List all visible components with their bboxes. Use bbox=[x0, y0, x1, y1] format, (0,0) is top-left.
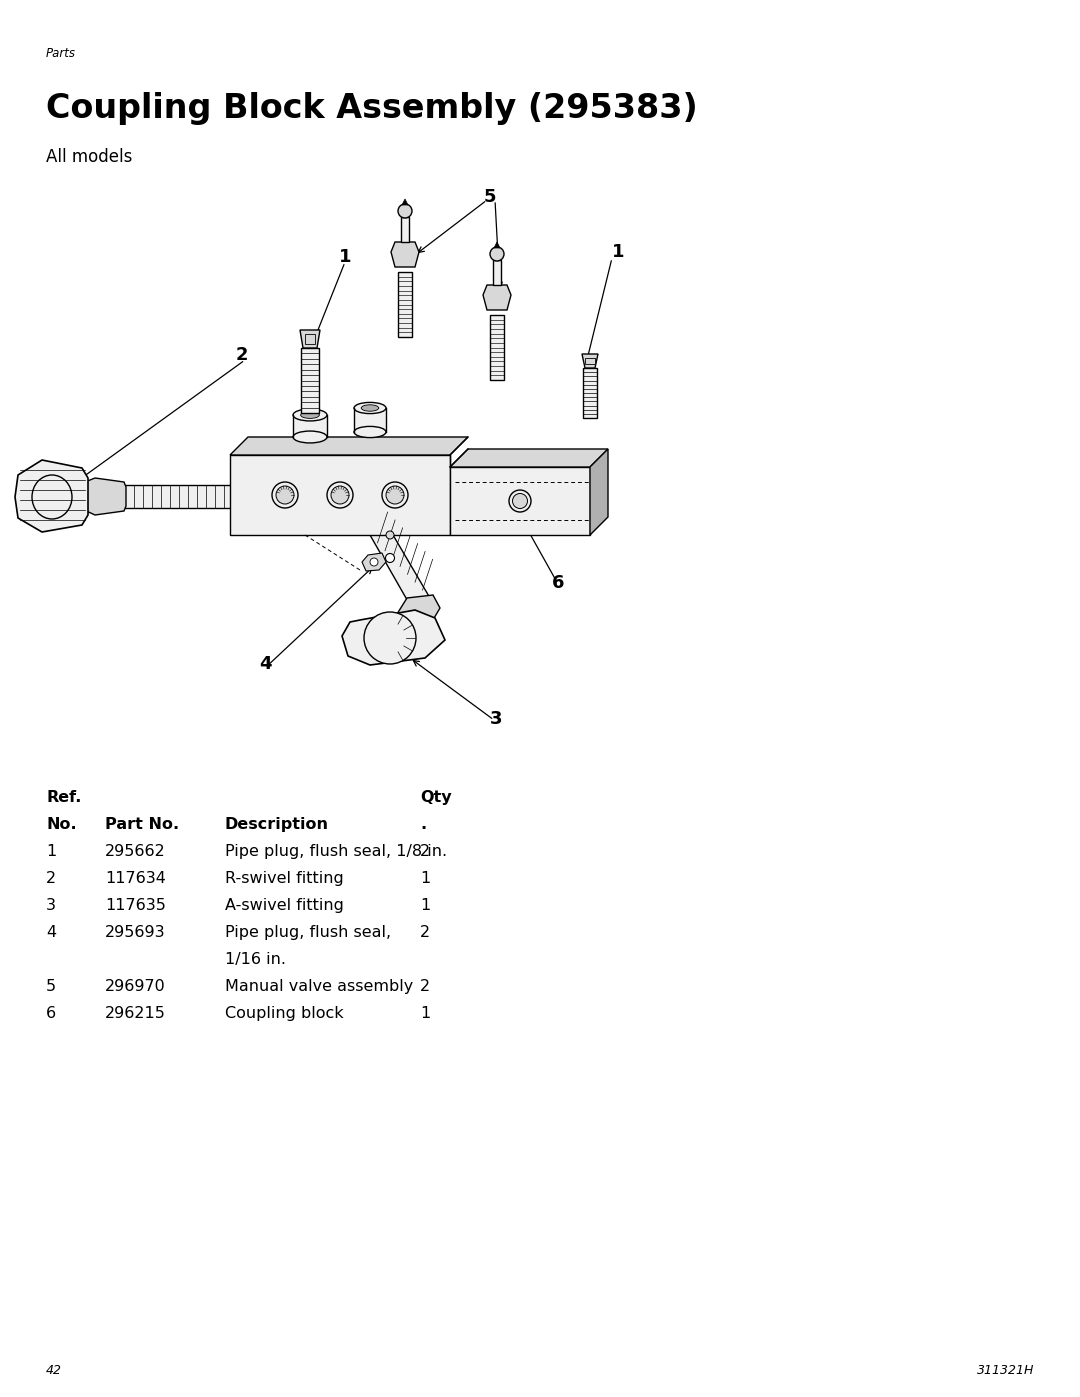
Ellipse shape bbox=[490, 247, 504, 261]
Text: Pipe plug, flush seal,: Pipe plug, flush seal, bbox=[225, 925, 391, 940]
Ellipse shape bbox=[509, 490, 531, 511]
Ellipse shape bbox=[386, 553, 394, 563]
Text: A-swivel fitting: A-swivel fitting bbox=[225, 898, 343, 914]
Polygon shape bbox=[583, 367, 597, 418]
Ellipse shape bbox=[32, 475, 72, 520]
Polygon shape bbox=[492, 260, 501, 285]
Ellipse shape bbox=[386, 486, 404, 504]
Text: 2: 2 bbox=[420, 979, 430, 995]
Ellipse shape bbox=[293, 409, 327, 420]
Text: R-swivel fitting: R-swivel fitting bbox=[225, 870, 343, 886]
Ellipse shape bbox=[300, 412, 320, 418]
Ellipse shape bbox=[330, 486, 349, 504]
Text: 1: 1 bbox=[420, 870, 430, 886]
Polygon shape bbox=[370, 535, 430, 605]
Ellipse shape bbox=[386, 531, 394, 539]
Polygon shape bbox=[120, 485, 235, 509]
Text: No.: No. bbox=[46, 817, 77, 833]
Text: 117635: 117635 bbox=[105, 898, 166, 914]
Ellipse shape bbox=[382, 482, 408, 509]
Text: 311321H: 311321H bbox=[976, 1363, 1034, 1377]
Ellipse shape bbox=[354, 426, 386, 437]
Polygon shape bbox=[362, 553, 386, 571]
Text: Part No.: Part No. bbox=[105, 817, 179, 833]
Text: Pipe plug, flush seal, 1/8 in.: Pipe plug, flush seal, 1/8 in. bbox=[225, 844, 447, 859]
Polygon shape bbox=[230, 455, 450, 535]
Text: 6: 6 bbox=[46, 1006, 56, 1021]
Text: 117634: 117634 bbox=[105, 870, 166, 886]
Text: Ref.: Ref. bbox=[46, 789, 81, 805]
Text: 4: 4 bbox=[259, 655, 271, 673]
Text: 295662: 295662 bbox=[105, 844, 165, 859]
Text: Manual valve assembly: Manual valve assembly bbox=[225, 979, 414, 995]
Text: 6: 6 bbox=[552, 574, 564, 592]
Ellipse shape bbox=[361, 405, 379, 411]
Ellipse shape bbox=[293, 432, 327, 443]
Ellipse shape bbox=[276, 486, 294, 504]
Polygon shape bbox=[354, 408, 386, 432]
Polygon shape bbox=[401, 217, 409, 242]
Text: Parts: Parts bbox=[46, 47, 76, 60]
Text: 1/16 in.: 1/16 in. bbox=[225, 951, 286, 967]
Text: 2: 2 bbox=[420, 844, 430, 859]
Ellipse shape bbox=[370, 557, 378, 566]
Text: 295693: 295693 bbox=[105, 925, 165, 940]
Ellipse shape bbox=[399, 204, 411, 218]
Polygon shape bbox=[450, 467, 590, 535]
Text: Description: Description bbox=[225, 817, 329, 833]
Ellipse shape bbox=[364, 612, 416, 664]
Ellipse shape bbox=[354, 402, 386, 414]
Polygon shape bbox=[230, 437, 468, 455]
Text: 3: 3 bbox=[46, 898, 56, 914]
Polygon shape bbox=[391, 242, 419, 267]
Polygon shape bbox=[490, 314, 504, 380]
Polygon shape bbox=[78, 478, 126, 515]
Polygon shape bbox=[305, 334, 315, 344]
Polygon shape bbox=[582, 353, 598, 367]
Ellipse shape bbox=[272, 482, 298, 509]
Text: 2: 2 bbox=[420, 925, 430, 940]
Text: 296970: 296970 bbox=[105, 979, 165, 995]
Polygon shape bbox=[585, 358, 595, 365]
Text: Coupling block: Coupling block bbox=[225, 1006, 343, 1021]
Text: 4: 4 bbox=[46, 925, 56, 940]
Text: Coupling Block Assembly (295383): Coupling Block Assembly (295383) bbox=[46, 92, 698, 124]
Polygon shape bbox=[342, 610, 445, 665]
Text: Qty: Qty bbox=[420, 789, 451, 805]
Text: 42: 42 bbox=[46, 1363, 62, 1377]
Polygon shape bbox=[494, 242, 500, 249]
Text: 1: 1 bbox=[420, 898, 430, 914]
Polygon shape bbox=[399, 272, 411, 337]
Ellipse shape bbox=[513, 493, 527, 509]
Polygon shape bbox=[402, 198, 408, 205]
Text: 2: 2 bbox=[235, 346, 248, 365]
Text: All models: All models bbox=[46, 148, 133, 166]
Polygon shape bbox=[590, 448, 608, 535]
Text: 1: 1 bbox=[420, 1006, 430, 1021]
Polygon shape bbox=[293, 415, 327, 437]
Polygon shape bbox=[450, 448, 608, 467]
Text: .: . bbox=[420, 817, 427, 833]
Text: 3: 3 bbox=[489, 710, 502, 728]
Text: 296215: 296215 bbox=[105, 1006, 166, 1021]
Text: 1: 1 bbox=[46, 844, 56, 859]
Polygon shape bbox=[300, 330, 320, 348]
Text: 5: 5 bbox=[484, 189, 496, 205]
Ellipse shape bbox=[327, 482, 353, 509]
Polygon shape bbox=[397, 595, 440, 629]
Polygon shape bbox=[483, 285, 511, 310]
Polygon shape bbox=[15, 460, 87, 532]
Polygon shape bbox=[301, 348, 319, 414]
Text: 1: 1 bbox=[611, 243, 624, 261]
Text: 5: 5 bbox=[46, 979, 56, 995]
Text: 2: 2 bbox=[46, 870, 56, 886]
Text: 1: 1 bbox=[339, 249, 351, 265]
